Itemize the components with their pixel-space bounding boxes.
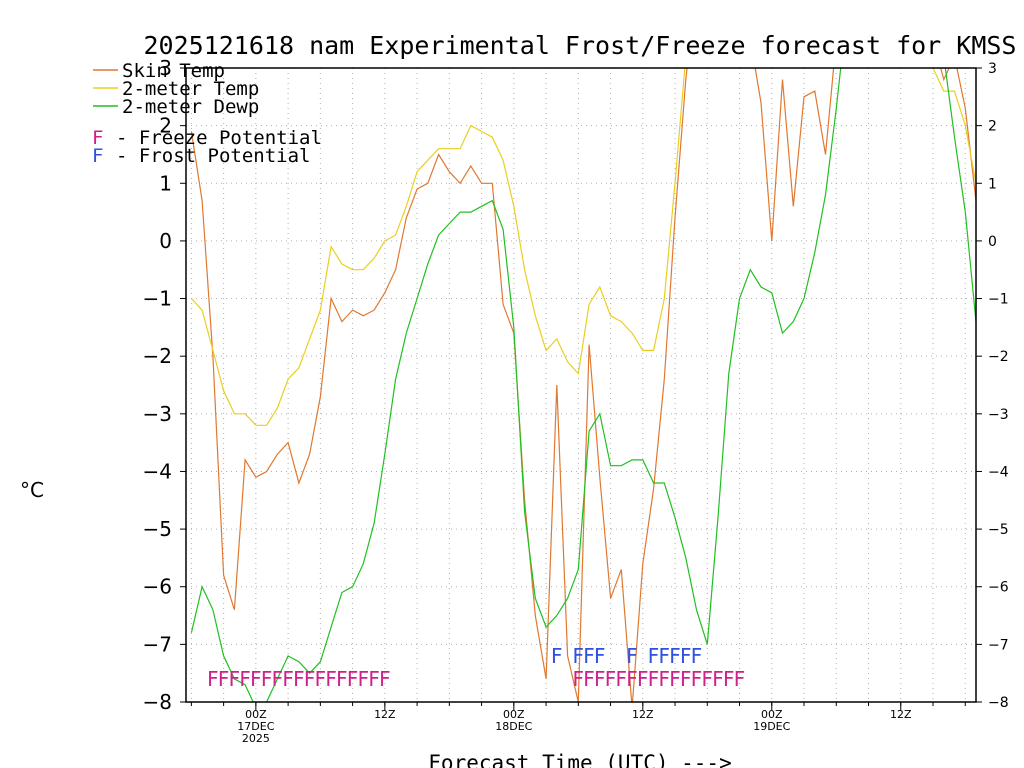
y-tick-label-left: −6 — [143, 575, 172, 599]
y-tick-label-right: −7 — [988, 637, 1009, 653]
x-axis-label: Forecast Time (UTC) ---> — [428, 751, 731, 768]
y-tick-label-right: 3 — [988, 61, 997, 77]
freeze-marker: F — [637, 667, 649, 691]
frost-marker: F — [594, 644, 606, 668]
potential-legend-symbol: F — [92, 127, 103, 149]
y-tick-label-right: −6 — [988, 580, 1009, 596]
potential-markers: F F F F F F F F F F F F F F F F F F F F F F F F F F F F F F F F FF F F F F F F… — [207, 644, 745, 691]
y-tick-label-left: 3 — [159, 56, 172, 80]
freeze-marker: F — [261, 667, 273, 691]
freeze-marker: F — [293, 667, 305, 691]
x-tick-label: 2025 — [242, 732, 270, 745]
freeze-marker: F — [712, 667, 724, 691]
freeze-marker: F — [605, 667, 617, 691]
y-tick-label-left: −5 — [143, 517, 172, 541]
y-tick-label-left: 1 — [159, 171, 172, 195]
freeze-marker: F — [336, 667, 348, 691]
freeze-marker: F — [573, 667, 585, 691]
chart-title: 2025121618 nam Experimental Frost/Freeze… — [144, 31, 1017, 60]
plot-frame — [185, 67, 977, 703]
y-tick-label-left: 0 — [159, 229, 172, 253]
freeze-marker: F — [315, 667, 327, 691]
freeze-marker: F — [734, 667, 746, 691]
y-tick-label-right: −1 — [988, 292, 1009, 308]
freeze-marker: F — [358, 667, 370, 691]
freeze-marker: F — [626, 667, 638, 691]
freeze-marker: F — [218, 667, 230, 691]
frost-marker: F — [626, 644, 638, 668]
potential-legend-symbol: F — [92, 145, 103, 167]
legend-label: 2-meter Dewp — [122, 96, 259, 118]
frost-marker: F — [573, 644, 585, 668]
y-tick-label-left: −8 — [143, 690, 172, 714]
freeze-marker: F — [680, 667, 692, 691]
freeze-marker: F — [304, 667, 316, 691]
freeze-marker: F — [379, 667, 391, 691]
x-tick-label: 12Z — [374, 708, 396, 721]
freeze-marker: F — [272, 667, 284, 691]
frost-marker: F — [659, 644, 671, 668]
y-tick-label-left: −2 — [143, 344, 172, 368]
y-axis-label: °C — [20, 478, 44, 502]
y-tick-label-left: −7 — [143, 632, 172, 656]
y-tick-label-left: −1 — [143, 287, 172, 311]
frost-marker: F — [583, 644, 595, 668]
y-tick-label-right: −4 — [988, 464, 1009, 480]
y-tick-label-right: −5 — [988, 522, 1009, 538]
x-tick-label: 19DEC — [753, 720, 790, 733]
x-tick-label: 00Z — [245, 708, 267, 721]
y-tick-label-left: −3 — [143, 402, 172, 426]
freeze-marker: F — [659, 667, 671, 691]
y-tick-label-left: 2 — [159, 114, 172, 138]
freeze-marker: F — [583, 667, 595, 691]
potential-legend-label: - Freeze Potential — [116, 127, 322, 149]
series-line-2-meter-dewp — [190, 68, 976, 702]
freeze-marker: F — [207, 667, 219, 691]
frost-marker: F — [680, 644, 692, 668]
legend-label: 2-meter Temp — [122, 78, 259, 100]
series-line-2-meter-temp — [190, 68, 976, 426]
freeze-marker: F — [325, 667, 337, 691]
freeze-marker: F — [616, 667, 628, 691]
frost-marker: F — [648, 644, 660, 668]
x-tick-label: 12Z — [632, 708, 654, 721]
y-tick-label-right: −2 — [988, 349, 1009, 365]
frost-marker: F — [551, 644, 563, 668]
freeze-marker: F — [282, 667, 294, 691]
x-tick-label: 17DEC — [237, 720, 274, 733]
freeze-marker: F — [239, 667, 251, 691]
freeze-marker: F — [368, 667, 380, 691]
freeze-marker: F — [702, 667, 714, 691]
potential-legend-label: - Frost Potential — [116, 145, 310, 167]
y-tick-label-right: 1 — [988, 176, 997, 192]
series-lines — [190, 68, 976, 702]
y-tick-label-left: −4 — [143, 459, 172, 483]
freeze-marker: F — [229, 667, 241, 691]
y-tick-label-right: −8 — [988, 695, 1009, 711]
x-tick-label: 00Z — [503, 708, 525, 721]
freeze-marker: F — [347, 667, 359, 691]
x-tick-label: 12Z — [890, 708, 912, 721]
y-tick-label-right: 0 — [988, 234, 997, 250]
legend-label: Skin Temp — [122, 60, 225, 82]
y-axis-left: −8 −7 −6 −5 −4 −3 −2 −1 0 1 2 3 — [143, 56, 186, 714]
x-tick-label: 18DEC — [495, 720, 532, 733]
grid — [186, 68, 976, 702]
y-tick-label-right: 2 — [988, 119, 997, 135]
y-tick-label-right: −3 — [988, 407, 1009, 423]
freeze-marker: F — [691, 667, 703, 691]
freeze-marker: F — [723, 667, 735, 691]
x-tick-label: 00Z — [761, 708, 783, 721]
y-axis-right: −8 −7 −6 −5 −4 −3 −2 −1 0 1 2 3 — [976, 61, 1009, 711]
freeze-marker: F — [250, 667, 262, 691]
frost-marker: F — [669, 644, 681, 668]
freeze-marker: F — [648, 667, 660, 691]
series-line-skin-temp — [190, 68, 976, 702]
freeze-marker: F — [594, 667, 606, 691]
frost-marker: F — [691, 644, 703, 668]
freeze-marker: F — [669, 667, 681, 691]
